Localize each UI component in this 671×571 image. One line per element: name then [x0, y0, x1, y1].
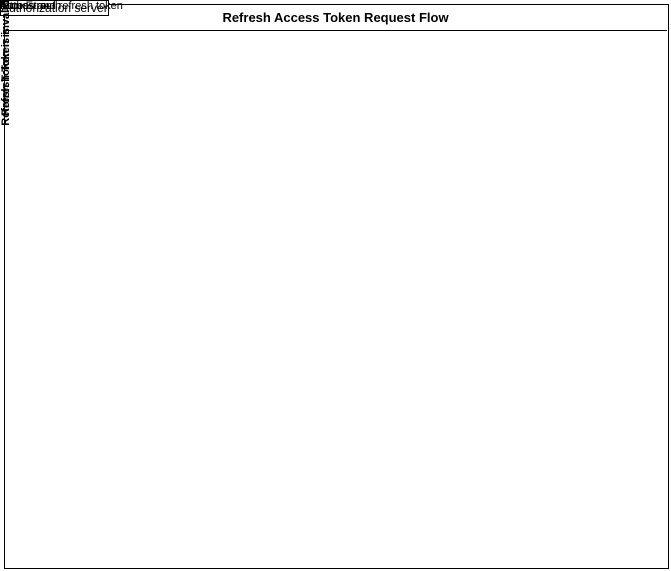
diagram-outer-border	[4, 4, 669, 569]
message-auth-error-label: Auth Error	[0, 0, 50, 12]
alt-region-invalid-label: Refresh Token is invalid	[0, 0, 12, 126]
sequence-diagram: Refresh Access Token Request Flow Client…	[0, 0, 671, 571]
diagram-title: Refresh Access Token Request Flow	[222, 10, 448, 25]
